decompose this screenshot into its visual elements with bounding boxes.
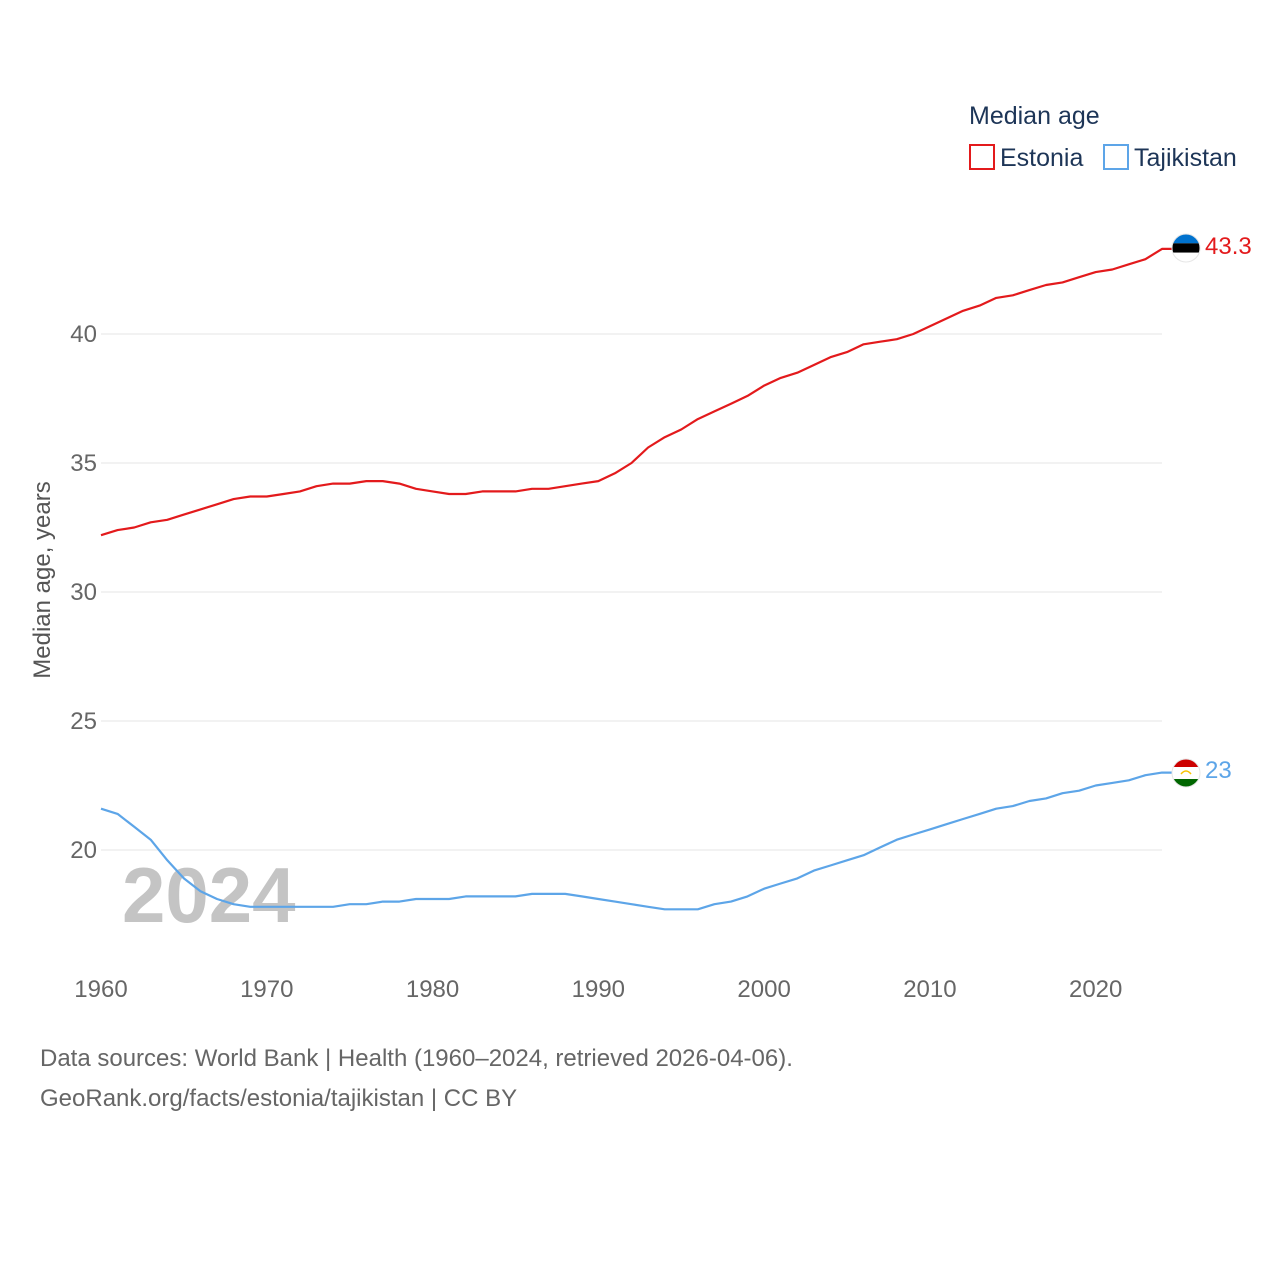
y-axis-title: Median age, years (29, 481, 56, 678)
y-tick-label: 20 (70, 837, 97, 864)
legend-swatch-estonia (969, 144, 995, 170)
series-lines (100, 247, 1172, 911)
estonia-end-value: 43.3 (1205, 233, 1252, 260)
y-tick-label: 35 (70, 450, 97, 477)
x-tick-label: 1960 (74, 976, 127, 1003)
x-tick-label: 2000 (737, 976, 790, 1003)
legend: Median age Estonia Tajikistan (969, 102, 1237, 172)
x-tick-label: 2020 (1069, 976, 1122, 1003)
tajikistan-end-value: 23 (1205, 757, 1232, 784)
x-tick-label: 2010 (903, 976, 956, 1003)
series-line-estonia[interactable] (100, 247, 1172, 537)
x-axis-ticks: 1960 1970 1980 1990 2000 2010 2020 (74, 976, 1122, 1003)
footer-link[interactable]: GeoRank.org/facts/estonia/tajikistan | C… (40, 1085, 518, 1112)
y-axis-ticks: 20 25 30 35 40 (70, 321, 97, 864)
x-tick-label: 1970 (240, 976, 293, 1003)
y-tick-label: 30 (70, 579, 97, 606)
legend-item-estonia[interactable]: Estonia (969, 144, 1083, 172)
legend-label-tajikistan: Tajikistan (1134, 144, 1237, 172)
x-tick-label: 1980 (406, 976, 459, 1003)
tajikistan-flag-icon (1172, 759, 1200, 787)
estonia-flag-icon (1172, 234, 1200, 262)
legend-item-tajikistan[interactable]: Tajikistan (1103, 144, 1237, 172)
footer-sources: Data sources: World Bank | Health (1960–… (40, 1045, 793, 1072)
y-tick-label: 40 (70, 321, 97, 348)
series-line-tajikistan[interactable] (100, 771, 1172, 911)
gridlines (101, 333, 1162, 851)
legend-swatch-tajikistan (1103, 144, 1129, 170)
legend-label-estonia: Estonia (1000, 144, 1083, 172)
y-tick-label: 25 (70, 708, 97, 735)
x-tick-label: 1990 (572, 976, 625, 1003)
legend-title: Median age (969, 102, 1100, 130)
